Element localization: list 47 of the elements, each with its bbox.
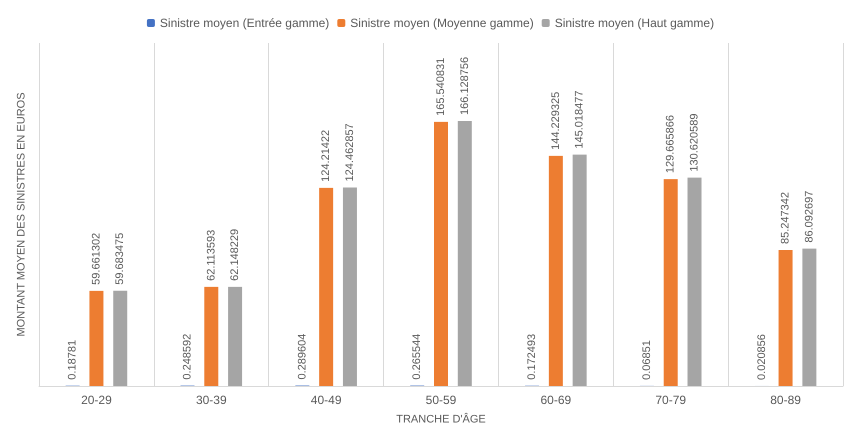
data-label: 0.172493 (526, 334, 538, 380)
data-label: 124.21422 (320, 130, 332, 182)
bar (228, 286, 242, 386)
data-label: 166.128756 (458, 56, 471, 115)
data-label: 130.620589 (688, 113, 701, 172)
bar (778, 250, 793, 386)
data-label: 0.265544 (411, 334, 424, 380)
legend-label: Sinistre moyen (Moyenne gamme) (350, 16, 534, 30)
data-label: 59.661302 (90, 232, 102, 285)
bar (458, 120, 472, 386)
data-label: 85.247342 (780, 192, 792, 244)
legend-label: Sinistre moyen (Haut gamme) (554, 16, 714, 30)
data-label: 0.18781 (66, 340, 79, 380)
x-tick-label: 20-29 (81, 393, 112, 407)
data-label: 86.092697 (803, 190, 816, 243)
bar (664, 179, 678, 386)
x-axis-title: TRANCHE D'ÂGE (396, 412, 486, 426)
data-label: 62.113593 (205, 230, 218, 281)
bar (89, 290, 104, 386)
x-tick-label: 80-89 (770, 393, 802, 407)
data-label: 145.018477 (574, 90, 586, 149)
x-tick-label: 50-59 (426, 393, 457, 407)
data-label: 129.665866 (664, 115, 677, 174)
x-tick-label: 70-79 (655, 393, 686, 407)
data-label: 124.462857 (344, 123, 356, 182)
bar (548, 156, 563, 386)
data-label: 59.683475 (114, 232, 126, 285)
x-tick-label: 40-49 (310, 393, 342, 407)
bar (319, 188, 334, 386)
data-label: 165.540831 (435, 58, 447, 116)
data-label: 62.148229 (229, 228, 242, 281)
bar (688, 178, 702, 386)
bar (572, 154, 587, 386)
data-label: 0.289604 (296, 334, 308, 380)
y-axis-title: MONTANT MOYEN DES SINISTRES EN EUROS (16, 92, 28, 337)
bar (113, 290, 128, 386)
bar (802, 248, 816, 386)
data-label: 0.248592 (181, 334, 194, 380)
data-label: 0.020856 (756, 334, 768, 380)
bar (204, 286, 218, 386)
bar (342, 187, 357, 386)
x-tick-label: 60-69 (540, 393, 572, 407)
legend-label: Sinistre moyen (Entrée gamme) (160, 16, 330, 30)
bar (434, 122, 448, 386)
x-tick-label: 30-39 (196, 393, 227, 407)
data-label: 144.229325 (550, 92, 562, 150)
data-label: 0.06851 (640, 340, 653, 380)
